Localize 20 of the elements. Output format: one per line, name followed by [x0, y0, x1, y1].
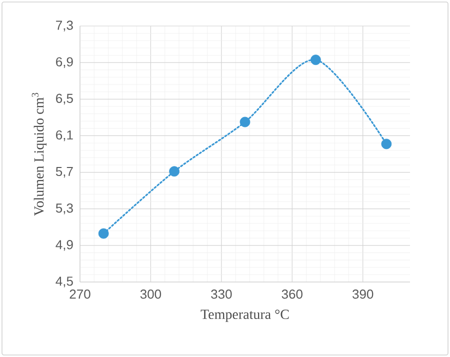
y-tick-label: 5,3 — [56, 203, 73, 214]
x-tick-label: 330 — [211, 290, 232, 299]
y-tick-label: 4,9 — [56, 240, 73, 251]
y-tick-label: 6,1 — [56, 130, 73, 142]
y-tick-label: 7,3 — [56, 20, 73, 32]
point — [98, 228, 109, 239]
point — [240, 116, 250, 128]
x-tick-label: 390 — [352, 290, 374, 299]
point — [169, 166, 180, 177]
y-tick-label: 6,5 — [56, 94, 73, 105]
x-axis-title: Temperatura °C — [200, 310, 289, 322]
y-tick-label: 4,5 — [56, 276, 73, 288]
point — [381, 138, 392, 150]
y-axis-title: Volumen Liquido cm$^{3}$ — [32, 92, 47, 216]
point — [310, 54, 321, 66]
x-tick-label: 300 — [140, 290, 162, 299]
x-tick-label: 270 — [70, 290, 90, 299]
y-tick-label: 5,7 — [56, 166, 73, 178]
y-tick-label: 6,9 — [56, 57, 73, 68]
x-tick-label: 360 — [282, 290, 302, 299]
